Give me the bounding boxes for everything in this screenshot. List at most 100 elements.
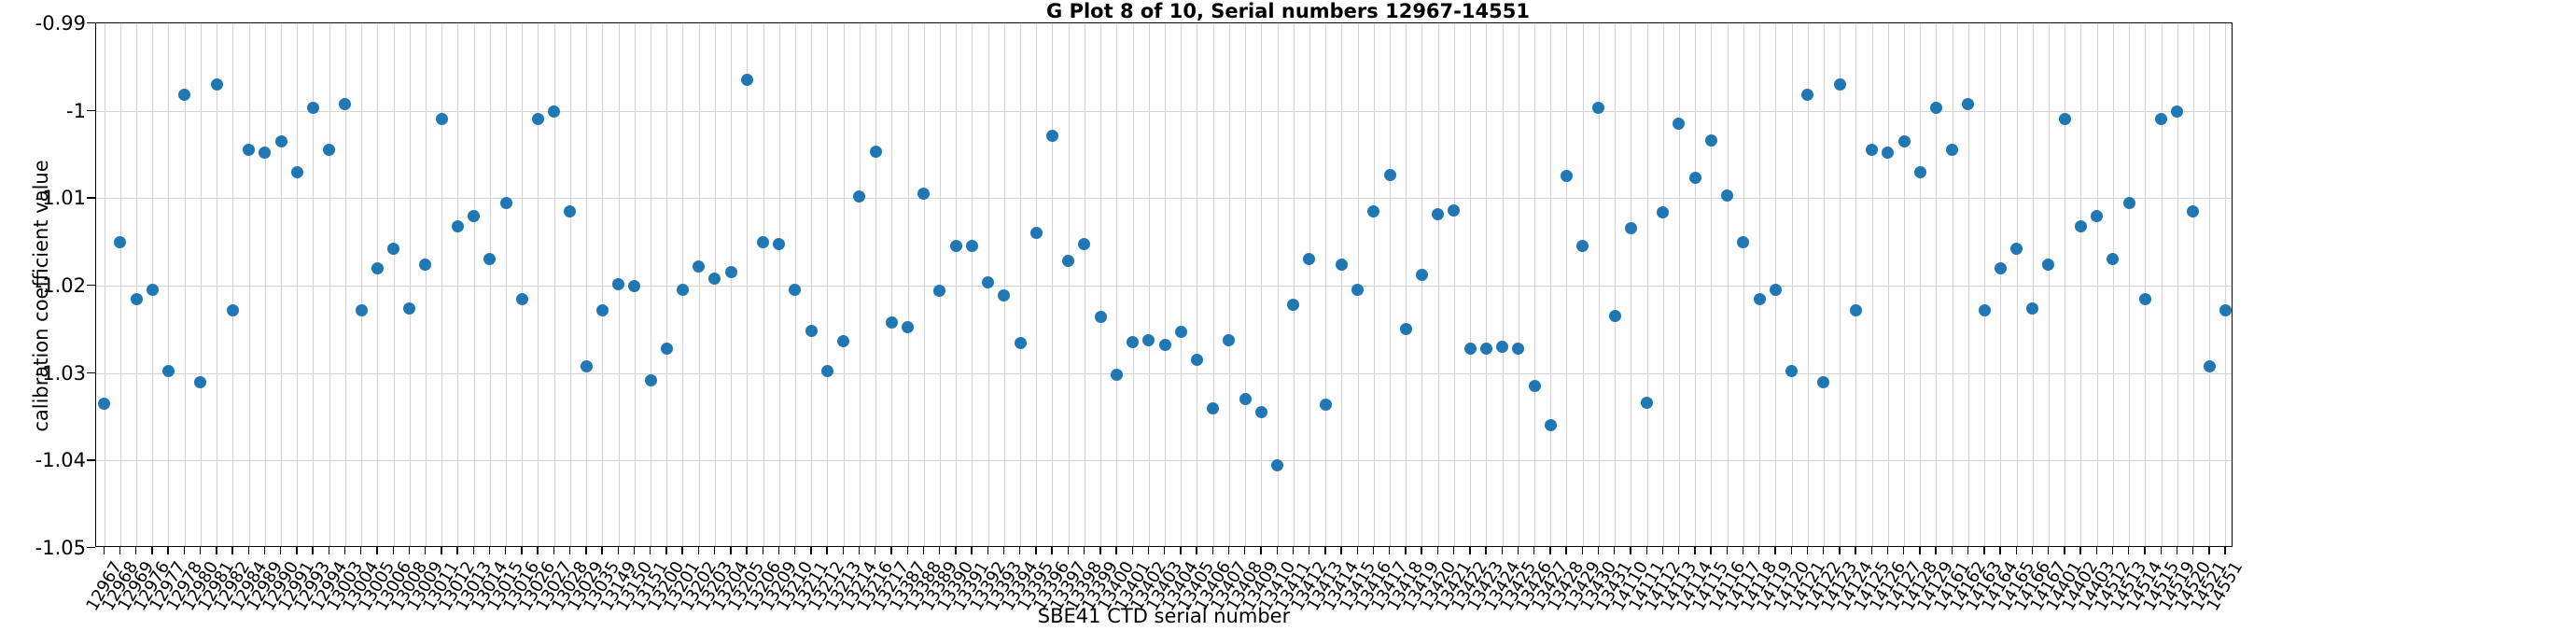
gridline-vertical <box>2161 23 2163 546</box>
data-point <box>1962 97 1975 110</box>
gridline-vertical <box>1100 23 1102 546</box>
data-point <box>2042 259 2055 272</box>
x-tick-mark <box>1227 547 1230 554</box>
x-tick-mark <box>553 547 555 554</box>
gridline-vertical <box>1936 23 1938 546</box>
data-point <box>355 303 368 316</box>
x-tick-mark <box>1051 547 1053 554</box>
gridline-vertical <box>891 23 893 546</box>
x-tick-mark <box>665 547 667 554</box>
data-point <box>1415 269 1428 282</box>
x-tick-mark <box>280 547 282 554</box>
data-point <box>146 284 159 297</box>
x-tick-mark <box>568 547 571 554</box>
x-tick-mark <box>488 547 491 554</box>
x-tick-mark <box>1405 547 1407 554</box>
y-tick-label: -1 <box>66 99 86 122</box>
gridline-vertical <box>168 23 170 546</box>
gridline-vertical <box>811 23 813 546</box>
data-point <box>724 266 737 279</box>
plot-area <box>95 22 2233 547</box>
x-tick-mark <box>938 547 941 554</box>
data-point <box>789 284 802 297</box>
data-point <box>1576 240 1589 253</box>
x-tick-mark <box>1211 547 1214 554</box>
gridline-vertical <box>778 23 780 546</box>
x-tick-mark <box>312 547 314 554</box>
x-tick-mark <box>424 547 427 554</box>
data-point <box>1029 227 1043 240</box>
x-tick-mark <box>890 547 892 554</box>
data-point <box>660 342 673 355</box>
gridline-vertical <box>2048 23 2050 546</box>
gridline-vertical <box>184 23 186 546</box>
x-tick-mark <box>1164 547 1166 554</box>
x-tick-mark <box>1372 547 1375 554</box>
gridline-vertical <box>506 23 508 546</box>
gridline-vertical <box>2112 23 2114 546</box>
data-point <box>1882 147 1895 160</box>
gridline-vertical <box>827 23 829 546</box>
data-point <box>1335 259 1348 272</box>
data-point <box>708 273 721 285</box>
x-tick-mark <box>617 547 619 554</box>
data-point <box>161 365 175 378</box>
gridline-vertical <box>731 23 733 546</box>
x-tick-mark <box>1935 547 1937 554</box>
data-point <box>1158 339 1171 352</box>
x-tick-mark <box>360 547 362 554</box>
x-tick-mark <box>730 547 732 554</box>
x-tick-mark <box>2160 547 2162 554</box>
x-tick-mark <box>906 547 908 554</box>
data-point <box>194 375 207 388</box>
data-point <box>1512 342 1525 355</box>
data-point <box>451 219 464 232</box>
data-point <box>805 325 818 338</box>
x-tick-mark <box>1758 547 1760 554</box>
gridline-vertical <box>1003 23 1005 546</box>
x-tick-mark <box>1983 547 1985 554</box>
x-tick-mark <box>810 547 812 554</box>
x-tick-mark <box>697 547 700 554</box>
y-tick-mark <box>87 109 95 112</box>
gridline-horizontal <box>96 198 2232 200</box>
data-point <box>1817 375 1830 388</box>
gridline-vertical <box>1791 23 1793 546</box>
data-point <box>1014 337 1027 350</box>
y-tick-mark <box>87 372 95 374</box>
data-point <box>243 144 256 157</box>
x-tick-mark <box>1485 547 1487 554</box>
y-tick-mark <box>87 22 95 24</box>
data-point <box>259 147 272 160</box>
data-point <box>210 78 223 91</box>
data-point <box>1641 397 1654 409</box>
data-point <box>114 235 127 248</box>
data-point <box>773 238 786 251</box>
gridline-vertical <box>2032 23 2034 546</box>
gridline-vertical <box>1293 23 1295 546</box>
data-point <box>644 373 657 386</box>
gridline-vertical <box>1727 23 1729 546</box>
gridline-vertical <box>489 23 491 546</box>
x-tick-mark <box>1999 547 2001 554</box>
data-point <box>2203 359 2216 372</box>
x-tick-mark <box>826 547 828 554</box>
data-point <box>1496 341 1509 354</box>
gridline-vertical <box>264 23 266 546</box>
data-point <box>1367 204 1380 217</box>
data-point <box>1094 311 1107 324</box>
x-tick-mark <box>1774 547 1776 554</box>
data-point <box>1704 134 1717 147</box>
x-axis-label: SBE41 CTD serial number <box>1037 605 1291 627</box>
x-tick-mark <box>2224 547 2226 554</box>
x-tick-mark <box>858 547 861 554</box>
x-tick-mark <box>585 547 587 554</box>
gridline-vertical <box>1534 23 1535 546</box>
data-point <box>1207 401 1220 414</box>
x-tick-mark <box>2047 547 2050 554</box>
gridline-vertical <box>441 23 443 546</box>
data-point <box>290 165 303 178</box>
gridline-vertical <box>457 23 459 546</box>
gridline-vertical <box>377 23 379 546</box>
